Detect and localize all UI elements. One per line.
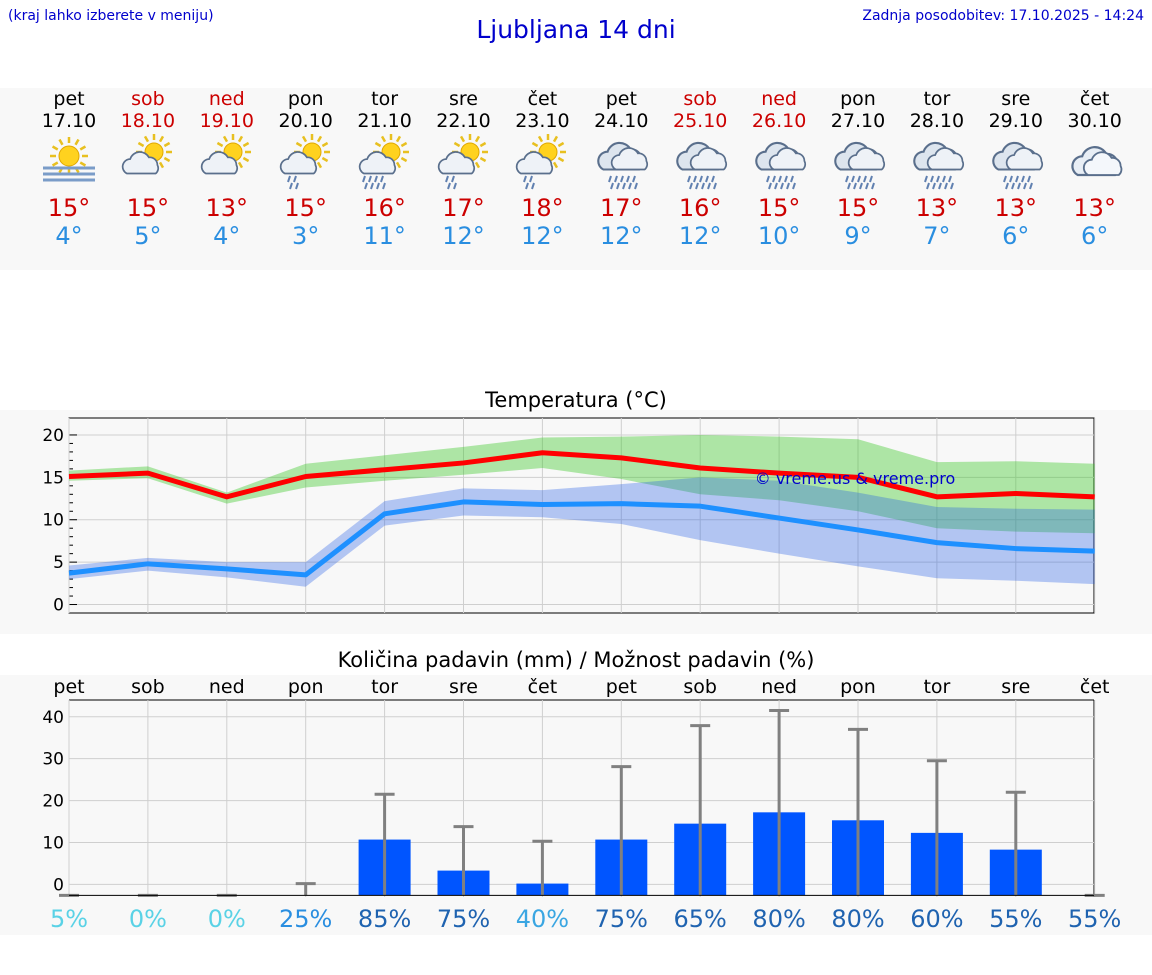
day-column: tor 28.10 13° 7°: [892, 88, 982, 250]
min-temp: 12°: [600, 222, 643, 250]
sun-cloud-rain-icon: [261, 134, 351, 194]
day-name: tor: [371, 88, 399, 110]
min-temp: 7°: [923, 222, 951, 250]
sun-cloud-rain-icon: [497, 134, 587, 194]
min-temp: 12°: [678, 222, 722, 250]
sun-cloud-icon: [182, 134, 272, 194]
cloud-rain-icon: [734, 134, 824, 194]
day-date: 19.10: [199, 110, 254, 132]
day-column: sre 22.10 17° 12°: [419, 88, 509, 250]
precip-chart-title: Količina padavin (mm) / Možnost padavin …: [337, 648, 815, 672]
day-column: sob 25.10 16° 12°: [655, 88, 745, 250]
day-name: sob: [131, 88, 165, 110]
min-temp: 12°: [442, 222, 485, 250]
day-date: 30.10: [1067, 110, 1122, 132]
day-date: 24.10: [594, 110, 649, 132]
max-temp: 13°: [205, 194, 249, 222]
min-temp: 6°: [1081, 222, 1109, 250]
day-name: tor: [923, 88, 951, 110]
max-temp: 13°: [1073, 194, 1116, 222]
day-name: pet: [605, 88, 637, 110]
sun-cloud-rain-icon: [419, 134, 509, 194]
max-temp: 13°: [915, 194, 959, 222]
last-update: Zadnja posodobitev: 17.10.2025 - 14:24: [862, 8, 1144, 24]
day-column: pet 24.10 17° 12°: [576, 88, 666, 250]
day-name: pet: [53, 88, 85, 110]
hint-text[interactable]: (kraj lahko izberete v meniju): [8, 8, 214, 24]
day-name: pon: [287, 88, 324, 110]
cloud-rain-icon: [655, 134, 745, 194]
cloud-rain-icon: [576, 134, 666, 194]
min-temp: 4°: [213, 222, 241, 250]
cloud-rain-icon: [813, 134, 903, 194]
day-column: čet 30.10 13° 6°: [1050, 88, 1140, 250]
day-column: ned 26.10 15° 10°: [734, 88, 824, 250]
day-column: čet 23.10 18° 12°: [497, 88, 587, 250]
precip-band: [0, 675, 1152, 935]
day-column: ned 19.10 13° 4°: [182, 88, 272, 250]
day-name: ned: [208, 88, 245, 110]
day-date: 21.10: [357, 110, 412, 132]
max-temp: 16°: [363, 194, 406, 222]
min-temp: 3°: [292, 222, 320, 250]
max-temp: 15°: [47, 194, 91, 222]
day-name: pon: [840, 88, 876, 110]
max-temp: 17°: [442, 194, 485, 222]
sun-cloud-icon: [103, 134, 193, 194]
min-temp: 10°: [757, 222, 801, 250]
day-date: 23.10: [515, 110, 570, 132]
sun-cloud-heavy-rain-icon: [340, 134, 430, 194]
min-temp: 12°: [521, 222, 564, 250]
page-title: Ljubljana 14 dni: [476, 15, 676, 44]
day-name: sob: [683, 88, 717, 110]
day-column: sre 29.10 13° 6°: [971, 88, 1061, 250]
day-name: ned: [761, 88, 797, 110]
day-date: 17.10: [41, 110, 97, 132]
min-temp: 6°: [1002, 222, 1030, 250]
day-date: 27.10: [830, 110, 886, 132]
day-name: sre: [449, 88, 478, 110]
day-column: pet 17.10 15° 4°: [24, 88, 114, 250]
day-name: čet: [527, 88, 558, 110]
day-column: tor 21.10 16° 11°: [340, 88, 430, 250]
day-column: pon 20.10 15° 3°: [261, 88, 351, 250]
cloud-icon: [1050, 134, 1140, 194]
max-temp: 15°: [836, 194, 880, 222]
day-name: čet: [1079, 88, 1110, 110]
daily-forecast: pet 17.10 15° 4° sob 18.10 15° 5° ned 19.10 13° 4° p…: [0, 88, 1152, 258]
temp-chart-title: Temperatura (°C): [485, 388, 667, 412]
max-temp: 15°: [757, 194, 801, 222]
sun-fog-icon: [24, 134, 114, 194]
day-date: 22.10: [436, 110, 491, 132]
day-column: sob 18.10 15° 5°: [103, 88, 193, 250]
max-temp: 17°: [600, 194, 643, 222]
forecast-band: [0, 88, 1152, 270]
max-temp: 16°: [678, 194, 722, 222]
cloud-rain-icon: [971, 134, 1061, 194]
day-date: 20.10: [278, 110, 333, 132]
day-date: 26.10: [751, 110, 807, 132]
min-temp: 9°: [844, 222, 872, 250]
min-temp: 5°: [134, 222, 162, 250]
min-temp: 4°: [55, 222, 83, 250]
day-date: 18.10: [120, 110, 176, 132]
day-column: pon 27.10 15° 9°: [813, 88, 903, 250]
day-date: 29.10: [988, 110, 1043, 132]
max-temp: 15°: [126, 194, 170, 222]
max-temp: 18°: [521, 194, 564, 222]
day-date: 28.10: [909, 110, 965, 132]
day-name: sre: [1001, 88, 1031, 110]
max-temp: 15°: [284, 194, 327, 222]
temp-band: [0, 410, 1152, 634]
cloud-rain-icon: [892, 134, 982, 194]
max-temp: 13°: [994, 194, 1038, 222]
min-temp: 11°: [363, 222, 406, 250]
day-date: 25.10: [672, 110, 728, 132]
